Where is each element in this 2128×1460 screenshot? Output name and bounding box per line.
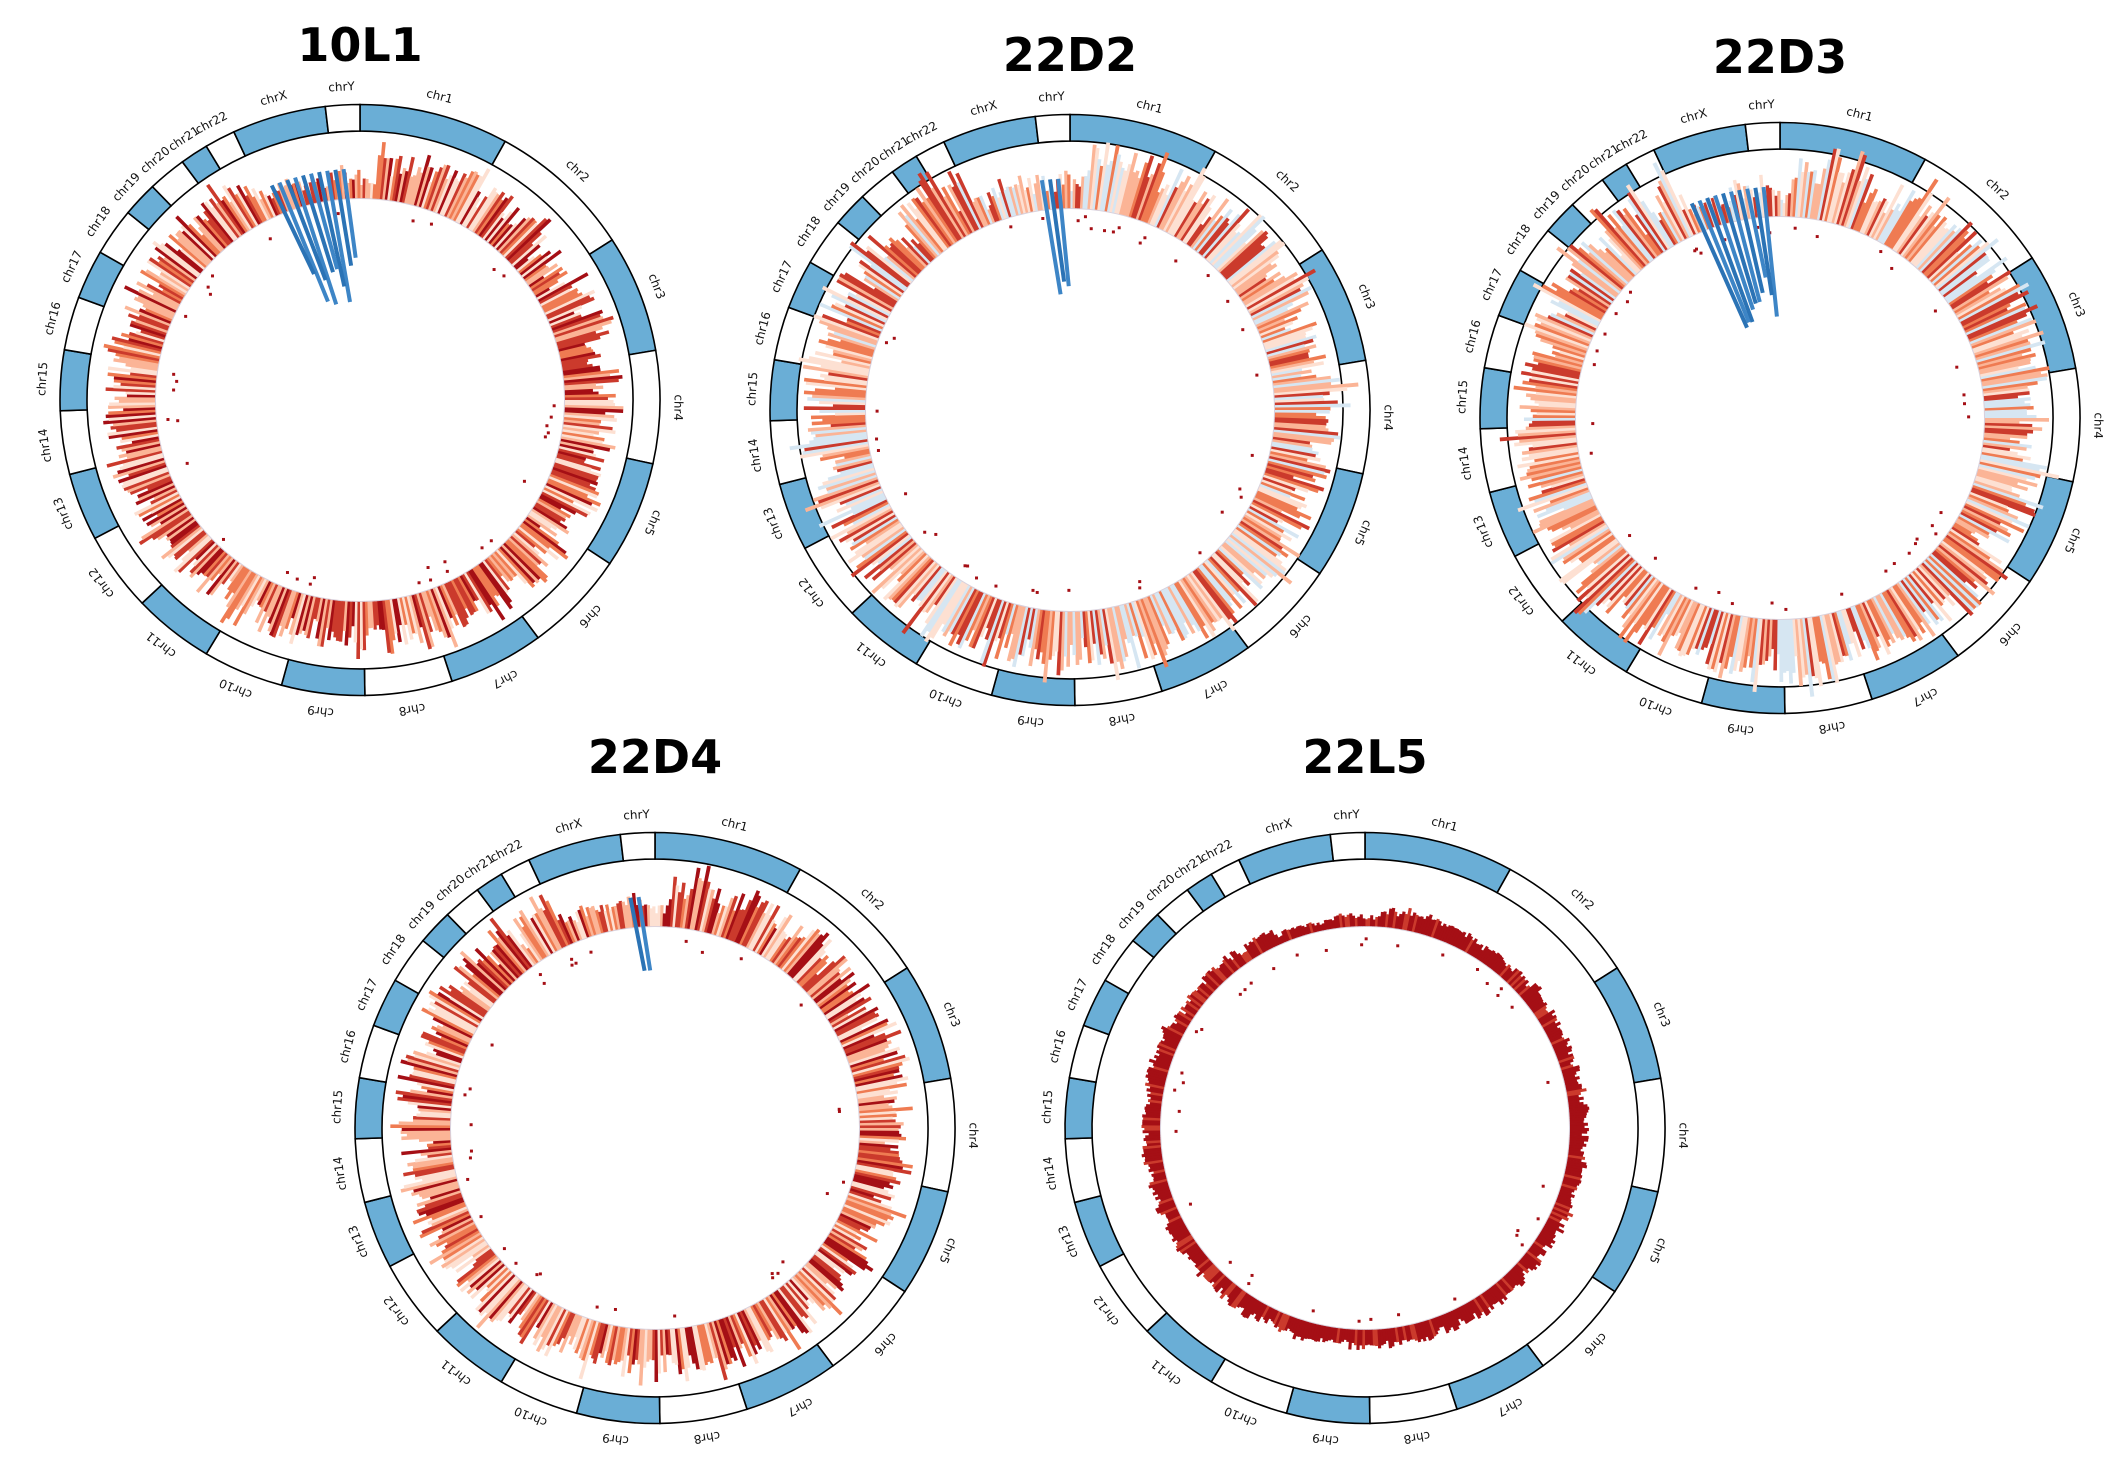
chromosome-label: chr19 — [1114, 898, 1148, 932]
chromosome-label: chr15 — [744, 372, 760, 407]
chromosome-label: chr15 — [329, 1090, 345, 1125]
chromosome-label: chr2 — [1568, 885, 1597, 913]
ideogram-chr8 — [1368, 1382, 1459, 1425]
chromosome-label: chr4 — [1381, 404, 1396, 431]
chromosome-label: chrY — [1038, 89, 1066, 104]
chromosome-label: chr8 — [1108, 711, 1137, 729]
chromosome-label: chr7 — [1495, 1395, 1525, 1419]
chromosome-label: chr1 — [1430, 814, 1459, 834]
baseline-ring — [1159, 925, 1571, 1331]
chromosome-label: chr9 — [1726, 721, 1754, 738]
panel-title: 10L1 — [297, 18, 423, 72]
chromosome-label: chr6 — [1581, 1330, 1610, 1359]
panel-title: 22D4 — [587, 730, 723, 784]
panel-title: 22D2 — [1002, 28, 1138, 82]
cnv-track — [390, 865, 913, 1386]
chromosome-label: chr14 — [330, 1156, 349, 1192]
chromosome-label: chr1 — [720, 814, 749, 834]
chromosome-label: chr22 — [1198, 837, 1235, 865]
chromosome-label: chr4 — [671, 394, 686, 421]
chromosome-label: chr15 — [34, 362, 50, 397]
chromosome-label: chr4 — [966, 1122, 981, 1149]
chromosome-label: chr15 — [1454, 380, 1470, 415]
chromosome-label: chr17 — [1063, 976, 1090, 1013]
chromosome-label: chr8 — [693, 1429, 722, 1447]
ideogram-chr7 — [1447, 1343, 1545, 1411]
chromosome-label: chr9 — [601, 1431, 629, 1448]
cnv-track — [789, 142, 1359, 683]
chromosome-label: chr4 — [1676, 1122, 1691, 1149]
chromosome-label: chr14 — [745, 438, 764, 474]
chromosome-label: chr11 — [1148, 1357, 1184, 1389]
chromosome-label: chr13 — [1055, 1223, 1081, 1260]
chromosome-label: chr20 — [1142, 872, 1177, 904]
deletion-spikes — [628, 896, 653, 972]
chromosome-label: chr9 — [306, 703, 334, 720]
chromosome-label: chr1 — [425, 86, 454, 106]
deletion-spikes — [1039, 178, 1071, 295]
panel-title: 22L5 — [1302, 730, 1428, 784]
chromosome-label: chr15 — [1039, 1090, 1055, 1125]
chromosome-label: chr1 — [1845, 104, 1874, 124]
ideogram-chr4 — [1630, 1077, 1666, 1193]
cnv-track — [1499, 148, 2060, 697]
panel-title: 22D3 — [1712, 30, 1848, 84]
ideogram-chrX — [1237, 833, 1335, 886]
ideogram-chr5 — [1591, 1185, 1659, 1293]
chromosome-label: chr9 — [1016, 713, 1044, 730]
chromosome-label: chr16 — [1046, 1028, 1069, 1064]
cnv-track — [103, 141, 624, 660]
chromosome-label: chr3 — [1650, 1000, 1673, 1030]
chromosome-label: chr8 — [398, 701, 427, 719]
ideogram-chr14 — [1064, 1137, 1102, 1204]
ideogram-chr3 — [1593, 966, 1662, 1084]
ideogram-chrY — [1744, 121, 1781, 152]
ideogram-chrY — [1329, 831, 1366, 862]
chromosome-label: chrY — [328, 79, 356, 94]
ideogram-chr1 — [1364, 831, 1512, 894]
ideogram-chr6 — [1525, 1275, 1616, 1367]
ideogram-chr15 — [1064, 1076, 1097, 1140]
chromosome-label: chr5 — [1646, 1236, 1669, 1266]
ideogram-chr16 — [1068, 1024, 1110, 1084]
ideogram-chrY — [324, 103, 361, 134]
chromosome-label: chr9 — [1311, 1431, 1339, 1448]
chromosome-label: chr4 — [2091, 412, 2106, 439]
chromosome-label: chr1 — [1135, 96, 1164, 116]
ideogram-chr13 — [1073, 1194, 1125, 1268]
deletion-spikes — [269, 168, 358, 305]
ideogram-chrY — [619, 831, 656, 862]
chromosome-label: chr14 — [35, 428, 54, 464]
chromosome-label: chr10 — [1222, 1404, 1259, 1430]
chromosome-label: chr14 — [1455, 446, 1474, 482]
chromosome-label: chr8 — [1403, 1429, 1432, 1447]
ideogram-chr10 — [1210, 1357, 1295, 1415]
chromosome-label: chr12 — [1090, 1293, 1122, 1329]
chromosome-label: chrX — [1263, 816, 1293, 837]
chromosome-label: chrY — [623, 807, 651, 822]
ideogram-chr2 — [1496, 868, 1619, 984]
cnv-track — [1141, 907, 1590, 1351]
chromosome-label: chrY — [1748, 97, 1776, 112]
chromosome-label: chrY — [1333, 807, 1361, 822]
ideogram-chr9 — [1285, 1386, 1371, 1425]
chromosome-label: chr14 — [1040, 1156, 1059, 1192]
ideogram-chrY — [1034, 113, 1071, 144]
deletion-spikes — [1689, 186, 1779, 329]
chromosome-label: chr18 — [1087, 932, 1118, 968]
chromosome-label: chr8 — [1818, 719, 1847, 737]
